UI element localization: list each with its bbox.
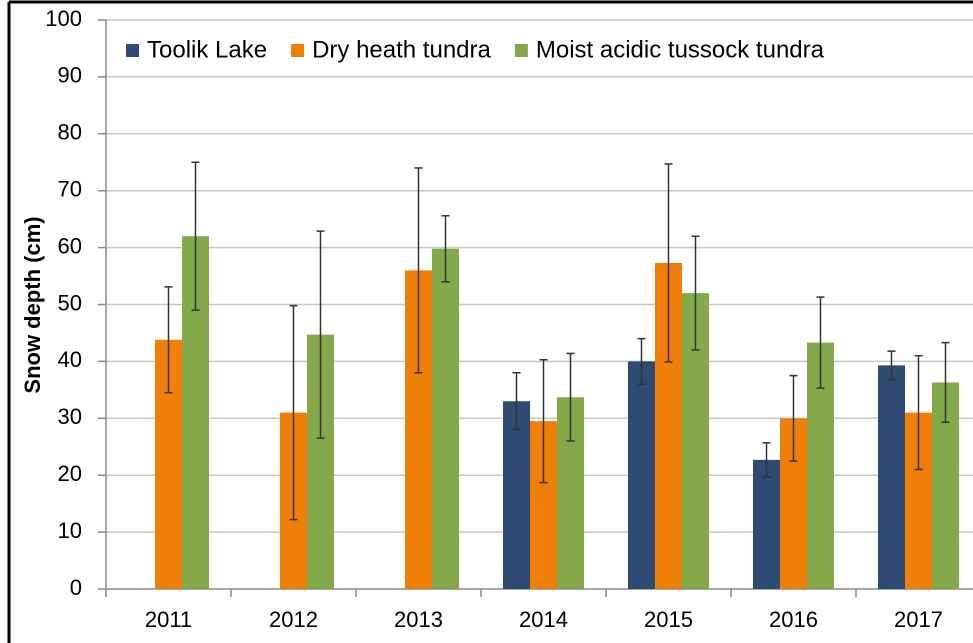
- x-tick-label: 2017: [894, 607, 943, 632]
- error-bar: [289, 304, 298, 521]
- y-tick-label: 90: [58, 63, 82, 88]
- legend-label: Moist acidic tussock tundra: [536, 36, 825, 63]
- error-bar: [762, 442, 771, 478]
- bar: [628, 361, 655, 589]
- x-tick-label: 2014: [519, 607, 568, 632]
- y-tick-label: 70: [58, 177, 82, 202]
- x-tick-label: 2016: [769, 607, 818, 632]
- legend-swatch: [514, 44, 528, 57]
- error-bar: [539, 358, 548, 484]
- y-tick-label: 100: [45, 6, 82, 31]
- bar: [432, 248, 459, 589]
- y-axis-label: Snow depth (cm): [20, 216, 45, 393]
- y-tick-label: 30: [58, 404, 82, 429]
- error-bar: [191, 161, 200, 311]
- legend-label: Toolik Lake: [147, 36, 267, 63]
- legend-swatch: [126, 44, 139, 57]
- error-bar: [887, 350, 896, 381]
- error-bar: [566, 352, 575, 442]
- legend-label: Dry heath tundra: [312, 36, 491, 63]
- bar: [878, 365, 905, 589]
- error-bar: [664, 163, 673, 363]
- error-bar: [414, 167, 423, 374]
- error-bar: [316, 230, 325, 439]
- y-tick-label: 10: [58, 518, 82, 543]
- error-bar: [691, 235, 700, 351]
- x-tick-label: 2011: [145, 607, 192, 632]
- bar: [753, 459, 780, 589]
- error-bar: [914, 354, 923, 471]
- error-bar: [816, 296, 825, 389]
- error-bar: [441, 214, 450, 283]
- x-tick-label: 2013: [394, 607, 443, 632]
- y-tick-label: 40: [58, 347, 82, 372]
- x-tick-label: 2015: [644, 607, 693, 632]
- x-tick-label: 2012: [269, 607, 318, 632]
- y-tick-label: 50: [58, 290, 82, 315]
- error-bar: [941, 341, 950, 424]
- y-tick-label: 20: [58, 461, 82, 486]
- error-bar: [637, 337, 646, 385]
- y-tick-label: 0: [70, 575, 82, 600]
- bar: [503, 401, 530, 589]
- error-bar: [789, 374, 798, 462]
- y-tick-label: 60: [58, 233, 82, 258]
- error-bar: [512, 372, 521, 431]
- legend-swatch: [291, 44, 305, 57]
- y-tick-label: 80: [58, 120, 82, 145]
- error-bar: [164, 286, 173, 394]
